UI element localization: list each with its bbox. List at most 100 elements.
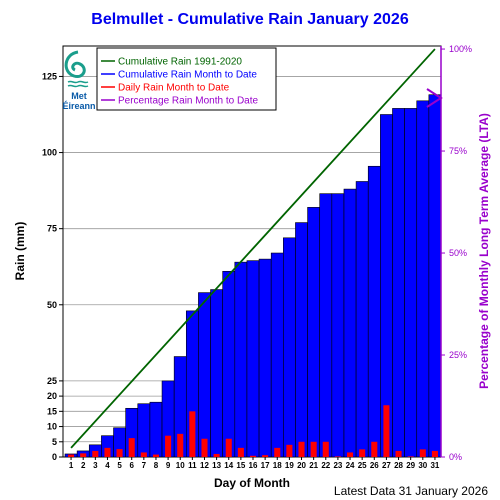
cumulative-bar-day-18 (270, 252, 284, 458)
daily-bar-day-15 (237, 447, 244, 457)
cumulative-bars (64, 94, 442, 458)
daily-bar-day-16 (249, 455, 257, 457)
daily-bar-day-21 (310, 441, 317, 457)
daily-bar-day-8 (152, 454, 159, 457)
cumulative-bar-day-28 (392, 108, 405, 458)
daily-bar-day-22 (322, 441, 329, 457)
x-tick-label-19: 19 (285, 461, 294, 470)
x-tick-label-17: 17 (261, 461, 270, 470)
cumulative-bar-day-26 (367, 165, 381, 458)
daily-bar-day-4 (104, 447, 111, 457)
logo-text-met: Met (71, 91, 87, 101)
daily-bar-day-26 (371, 441, 378, 457)
cumulative-bar-day-30 (416, 100, 430, 458)
x-tick-label-23: 23 (333, 461, 342, 470)
x-tick-label-8: 8 (154, 461, 159, 470)
y-tick-label-15: 15 (47, 406, 57, 416)
x-tick-label-1: 1 (69, 461, 74, 470)
cumulative-bar-day-25 (355, 181, 369, 458)
y-tick-label-100: 100 (42, 148, 57, 158)
x-tick-label-25: 25 (358, 461, 367, 470)
cumulative-bar-day-23 (331, 193, 345, 458)
daily-bar-day-29 (407, 456, 414, 457)
x-tick-label-20: 20 (297, 461, 306, 470)
cumulative-bar-day-8 (149, 401, 163, 458)
daily-bar-day-18 (274, 447, 281, 457)
x-tick-label-6: 6 (129, 461, 134, 470)
x-tick-label-29: 29 (406, 461, 415, 470)
daily-bar-day-9 (165, 435, 172, 457)
cumulative-bar-day-19 (283, 237, 296, 458)
x-tick-label-31: 31 (430, 461, 439, 470)
cumulative-bar-day-20 (295, 222, 308, 458)
y2-tick-label-0: 0% (449, 452, 462, 462)
x-tick-label-14: 14 (224, 461, 233, 470)
daily-bar-day-12 (201, 438, 208, 457)
cumulative-bar-day-13 (210, 289, 223, 458)
y2-tick-label-4: 100% (449, 44, 472, 54)
met-eireann-logo: Met Éireann (62, 50, 96, 111)
daily-bar-day-6 (128, 438, 135, 457)
chart-title: Belmullet - Cumulative Rain January 2026 (91, 11, 409, 28)
x-tick-label-16: 16 (249, 461, 258, 470)
logo-wave-icon (67, 80, 89, 84)
y-tick-label-125: 125 (42, 71, 57, 81)
cumulative-bar-day-21 (307, 207, 321, 458)
x-tick-label-9: 9 (166, 461, 171, 470)
daily-bar-day-17 (262, 455, 269, 457)
legend: Cumulative Rain 1991-2020 Cumulative Rai… (96, 47, 277, 111)
daily-bars (68, 405, 438, 457)
cumulative-bar-day-12 (198, 292, 211, 458)
daily-bar-day-28 (395, 450, 402, 457)
y2-tick-label-3: 75% (449, 146, 467, 156)
daily-bar-day-14 (225, 438, 232, 457)
x-tick-label-2: 2 (81, 461, 86, 470)
daily-bar-day-30 (419, 449, 426, 457)
x-tick-label-12: 12 (200, 461, 209, 470)
daily-bar-day-25 (359, 449, 366, 457)
y2-axis-label: Percentage of Monthly Long Term Average … (477, 113, 491, 389)
latest-data-footer: Latest Data 31 January 2026 (334, 484, 488, 498)
daily-bar-day-3 (92, 450, 99, 457)
logo-text-eireann: Éireann (62, 101, 95, 111)
daily-bar-day-23 (334, 456, 341, 457)
logo-wave2-icon (67, 84, 89, 88)
y-axis-ticks: 0 5 10 15 20 25 50 75 100 125 (42, 71, 63, 462)
x-tick-label-4: 4 (105, 461, 110, 470)
x-tick-label-3: 3 (93, 461, 98, 470)
lta-line-group (70, 48, 436, 449)
x-tick-label-24: 24 (346, 461, 355, 470)
y2-axis-ticks: 0% 25% 50% 75% 100% (441, 44, 472, 462)
daily-bar-day-19 (286, 444, 293, 457)
y-tick-label-0: 0 (52, 452, 57, 462)
x-tick-label-13: 13 (212, 461, 221, 470)
legend-label-lta: Cumulative Rain 1991-2020 (118, 57, 242, 68)
x-tick-label-18: 18 (273, 461, 282, 470)
y-tick-label-10: 10 (47, 422, 57, 432)
x-tick-label-26: 26 (370, 461, 379, 470)
daily-bar-day-27 (383, 405, 390, 457)
daily-bar-day-2 (80, 453, 87, 457)
y-tick-label-25: 25 (47, 376, 57, 386)
daily-bar-day-10 (177, 433, 184, 457)
y2-tick-label-2: 50% (449, 248, 467, 258)
daily-bar-day-7 (140, 452, 147, 457)
x-axis-label: Day of Month (214, 476, 290, 490)
daily-bar-day-1 (68, 454, 75, 457)
x-tick-label-11: 11 (188, 461, 197, 470)
cumulative-bar-day-16 (246, 260, 260, 458)
daily-bar-day-24 (347, 452, 354, 457)
daily-bar-day-5 (116, 449, 123, 457)
y-tick-label-50: 50 (47, 300, 57, 310)
cumulative-bar-day-24 (343, 188, 357, 458)
x-tick-label-27: 27 (382, 461, 391, 470)
legend-label-percentage: Percentage Rain Month to Date (118, 96, 259, 107)
x-tick-label-21: 21 (309, 461, 318, 470)
cumulative-bar-day-29 (404, 108, 418, 458)
legend-box (96, 47, 277, 111)
cumulative-bar-day-22 (319, 193, 333, 458)
daily-bar-day-31 (431, 450, 438, 457)
legend-label-cumulative: Cumulative Rain Month to Date (118, 70, 257, 81)
legend-label-daily: Daily Rain Month to Date (118, 83, 230, 94)
